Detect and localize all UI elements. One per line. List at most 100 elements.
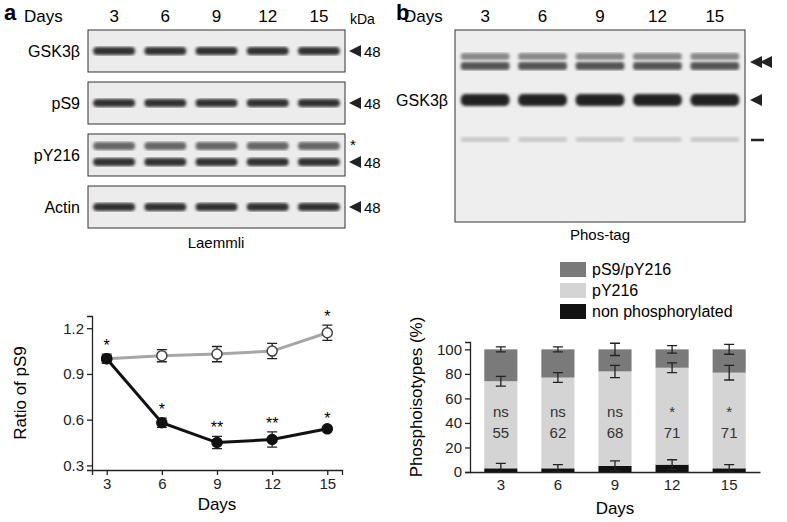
tick-mark bbox=[465, 447, 470, 448]
tick: 9 bbox=[611, 472, 619, 493]
tick-mark bbox=[465, 349, 470, 350]
error-bar bbox=[267, 343, 277, 358]
blot-band bbox=[518, 94, 567, 106]
unit-label: kDa bbox=[350, 11, 375, 27]
tick-label: 0.6 bbox=[63, 411, 84, 428]
tick-label: 0.9 bbox=[63, 365, 84, 382]
legend-swatch bbox=[560, 304, 586, 319]
series-line bbox=[107, 359, 328, 443]
blot-band bbox=[247, 99, 289, 107]
error-bar bbox=[610, 461, 620, 471]
lane-label: 12 bbox=[258, 7, 277, 26]
tick: 80 bbox=[445, 365, 470, 382]
blot-band bbox=[690, 62, 739, 70]
blot-band bbox=[144, 99, 186, 107]
row-label: GSK3β bbox=[28, 43, 80, 60]
axis: 3691215 bbox=[471, 472, 761, 493]
blot-band bbox=[144, 142, 186, 150]
tick-mark bbox=[87, 420, 92, 421]
data-point bbox=[157, 418, 167, 428]
row-annotation: * bbox=[350, 136, 356, 153]
legend-label: pS9/pY216 bbox=[592, 261, 671, 278]
blot-band bbox=[518, 62, 567, 70]
marker-label: 48 bbox=[364, 43, 381, 60]
blot-band bbox=[633, 137, 682, 142]
y-axis-title: Ratio of pS9 bbox=[11, 346, 30, 440]
blot-band bbox=[576, 62, 625, 70]
lane-label: 3 bbox=[480, 7, 489, 26]
figure: aDays3691215kDaGSK3β48pS948pY21648*Actin… bbox=[0, 0, 787, 522]
error-bar bbox=[322, 325, 332, 340]
tick-label: 0.3 bbox=[63, 457, 84, 474]
error-bar bbox=[553, 347, 563, 352]
lane-label: 6 bbox=[538, 7, 547, 26]
tick-label: 3 bbox=[103, 475, 111, 492]
x-axis-title: Days bbox=[596, 499, 635, 518]
data-point bbox=[322, 328, 332, 338]
annotation-value: 71 bbox=[664, 424, 681, 441]
marker-arrow bbox=[349, 156, 361, 168]
blot-band bbox=[196, 203, 238, 211]
significance-label: * bbox=[669, 403, 675, 420]
data-point bbox=[212, 438, 222, 448]
error-bar bbox=[610, 365, 620, 377]
tick-mark bbox=[465, 398, 470, 399]
tick-mark bbox=[465, 374, 470, 375]
legend: pS9/pY216pY216non phosphorylated bbox=[560, 261, 733, 320]
error-bar bbox=[667, 363, 677, 373]
tick-mark bbox=[87, 465, 92, 466]
tick: 6 bbox=[158, 470, 166, 492]
marker-label: 48 bbox=[364, 199, 381, 216]
blot-frame bbox=[88, 82, 345, 124]
lane-label: 3 bbox=[109, 7, 118, 26]
tick: 40 bbox=[445, 414, 470, 431]
blot-band bbox=[247, 47, 289, 55]
significance-label: ns bbox=[493, 403, 509, 420]
blot-band bbox=[461, 62, 510, 70]
plot-area bbox=[484, 343, 745, 472]
significance-label: ns bbox=[550, 403, 566, 420]
lane-label: 15 bbox=[705, 7, 724, 26]
tick: 9 bbox=[213, 470, 221, 492]
blot-band bbox=[144, 47, 186, 55]
blot-band bbox=[196, 99, 238, 107]
marker-arrow bbox=[750, 94, 762, 106]
bar-segment bbox=[541, 378, 574, 469]
blot-band bbox=[196, 47, 238, 55]
tick: 3 bbox=[497, 472, 505, 493]
blot-band bbox=[298, 47, 340, 55]
error-bar bbox=[667, 346, 677, 353]
data-point bbox=[267, 435, 277, 445]
tick: 3 bbox=[103, 470, 111, 492]
tick: 15 bbox=[721, 472, 738, 493]
legend-swatch bbox=[560, 283, 586, 298]
lane-label: 12 bbox=[648, 7, 667, 26]
blot-band bbox=[576, 137, 625, 142]
significance-label: ns bbox=[607, 403, 623, 420]
axis: 3691215 bbox=[93, 470, 343, 492]
tick-label: 20 bbox=[445, 439, 462, 456]
row-label: pY216 bbox=[34, 147, 80, 164]
blot-band bbox=[144, 203, 186, 211]
error-bar bbox=[724, 365, 734, 380]
bar-segment bbox=[656, 368, 689, 465]
blot-band bbox=[461, 94, 510, 106]
tick: 60 bbox=[445, 390, 470, 407]
blot-band bbox=[196, 158, 238, 166]
axis: 0.30.60.91.2 bbox=[63, 317, 92, 474]
blot-frame bbox=[455, 30, 745, 222]
bar-segment bbox=[484, 381, 517, 468]
blot-band bbox=[298, 142, 340, 150]
blot-band bbox=[196, 142, 238, 150]
blot-frame bbox=[88, 30, 345, 72]
blot-band bbox=[633, 53, 682, 60]
tick-label: 12 bbox=[664, 476, 681, 493]
tick-label: 12 bbox=[264, 475, 281, 492]
blot-band bbox=[93, 142, 135, 150]
lane-label: 15 bbox=[309, 7, 328, 26]
tick: 20 bbox=[445, 439, 470, 456]
axis-line bbox=[471, 472, 761, 473]
data-point bbox=[267, 346, 277, 356]
legend-label: non phosphorylated bbox=[592, 303, 733, 320]
tick-label: 3 bbox=[497, 476, 505, 493]
